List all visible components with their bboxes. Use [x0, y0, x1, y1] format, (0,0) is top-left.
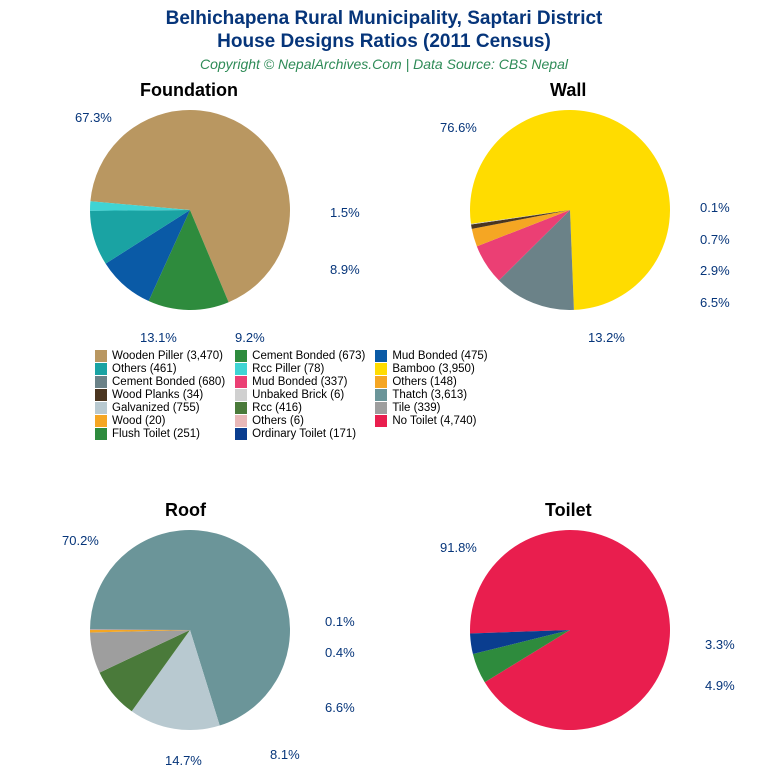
subtitle-wall: Wall: [550, 80, 586, 101]
legend-label: Mud Bonded (337): [252, 376, 347, 388]
pct-label: 0.1%: [325, 614, 355, 629]
legend-label: Rcc (416): [252, 402, 302, 414]
legend-swatch: [375, 376, 387, 388]
legend-swatch: [95, 415, 107, 427]
pct-label: 3.3%: [705, 637, 735, 652]
copyright-line: Copyright © NepalArchives.Com | Data Sou…: [0, 56, 768, 72]
legend-item: Flush Toilet (251): [95, 428, 225, 440]
pct-label: 91.8%: [440, 540, 477, 555]
pct-label: 0.7%: [700, 232, 730, 247]
legend-label: Cement Bonded (680): [112, 376, 225, 388]
legend-item: Galvanized (755): [95, 402, 225, 414]
legend-item: Rcc Piller (78): [235, 363, 365, 375]
pct-label: 4.9%: [705, 678, 735, 693]
legend-swatch: [235, 428, 247, 440]
legend-label: Flush Toilet (251): [112, 428, 200, 440]
legend-item: Others (461): [95, 363, 225, 375]
legend-label: Unbaked Brick (6): [252, 389, 344, 401]
legend-item: Others (6): [235, 415, 365, 427]
legend-item: Wood Planks (34): [95, 389, 225, 401]
legend-swatch: [235, 415, 247, 427]
legend-item: No Toilet (4,740): [375, 415, 487, 427]
pct-label: 13.2%: [588, 330, 625, 345]
legend-swatch: [95, 389, 107, 401]
pie-foundation: [90, 110, 290, 310]
legend-label: Bamboo (3,950): [392, 363, 474, 375]
title-block: Belhichapena Rural Municipality, Saptari…: [0, 0, 768, 72]
legend-item: Wood (20): [95, 415, 225, 427]
legend-item: Rcc (416): [235, 402, 365, 414]
legend-label: Others (148): [392, 376, 457, 388]
pct-label: 8.9%: [330, 262, 360, 277]
legend-item: Mud Bonded (337): [235, 376, 365, 388]
legend-label: Tile (339): [392, 402, 440, 414]
legend-swatch: [375, 402, 387, 414]
legend-item: Mud Bonded (475): [375, 350, 487, 362]
legend-label: Ordinary Toilet (171): [252, 428, 356, 440]
legend-swatch: [235, 376, 247, 388]
legend-swatch: [375, 389, 387, 401]
legend-swatch: [95, 402, 107, 414]
legend-swatch: [95, 363, 107, 375]
legend-label: Mud Bonded (475): [392, 350, 487, 362]
legend-item: Cement Bonded (680): [95, 376, 225, 388]
pct-label: 9.2%: [235, 330, 265, 345]
legend-label: Galvanized (755): [112, 402, 200, 414]
pct-label: 8.1%: [270, 747, 300, 762]
legend: Wooden Piller (3,470)Others (461)Cement …: [95, 350, 498, 441]
legend-swatch: [235, 402, 247, 414]
pct-label: 67.3%: [75, 110, 112, 125]
title-line-2: House Designs Ratios (2011 Census): [0, 31, 768, 54]
subtitle-roof: Roof: [165, 500, 206, 521]
legend-label: No Toilet (4,740): [392, 415, 476, 427]
legend-swatch: [235, 389, 247, 401]
legend-swatch: [95, 350, 107, 362]
legend-swatch: [375, 350, 387, 362]
legend-label: Others (6): [252, 415, 304, 427]
legend-label: Others (461): [112, 363, 177, 375]
legend-swatch: [375, 363, 387, 375]
pct-label: 70.2%: [62, 533, 99, 548]
legend-swatch: [375, 415, 387, 427]
pct-label: 6.5%: [700, 295, 730, 310]
pct-label: 13.1%: [140, 330, 177, 345]
subtitle-toilet: Toilet: [545, 500, 592, 521]
pie-roof: [90, 530, 290, 730]
pct-label: 0.1%: [700, 200, 730, 215]
pie-toilet: [470, 530, 670, 730]
legend-item: Tile (339): [375, 402, 487, 414]
pct-label: 2.9%: [700, 263, 730, 278]
pie-wall: [470, 110, 670, 310]
legend-item: Ordinary Toilet (171): [235, 428, 365, 440]
legend-swatch: [95, 376, 107, 388]
legend-item: Bamboo (3,950): [375, 363, 487, 375]
legend-item: Thatch (3,613): [375, 389, 487, 401]
legend-label: Cement Bonded (673): [252, 350, 365, 362]
legend-item: Cement Bonded (673): [235, 350, 365, 362]
legend-swatch: [95, 428, 107, 440]
pct-label: 14.7%: [165, 753, 202, 768]
legend-label: Wood Planks (34): [112, 389, 203, 401]
title-line-1: Belhichapena Rural Municipality, Saptari…: [0, 8, 768, 31]
pct-label: 1.5%: [330, 205, 360, 220]
pct-label: 0.4%: [325, 645, 355, 660]
legend-item: Others (148): [375, 376, 487, 388]
pct-label: 6.6%: [325, 700, 355, 715]
legend-label: Wood (20): [112, 415, 165, 427]
legend-label: Rcc Piller (78): [252, 363, 324, 375]
legend-label: Wooden Piller (3,470): [112, 350, 223, 362]
legend-item: Wooden Piller (3,470): [95, 350, 225, 362]
legend-swatch: [235, 363, 247, 375]
legend-item: Unbaked Brick (6): [235, 389, 365, 401]
pct-label: 76.6%: [440, 120, 477, 135]
legend-swatch: [235, 350, 247, 362]
legend-label: Thatch (3,613): [392, 389, 467, 401]
subtitle-foundation: Foundation: [140, 80, 238, 101]
